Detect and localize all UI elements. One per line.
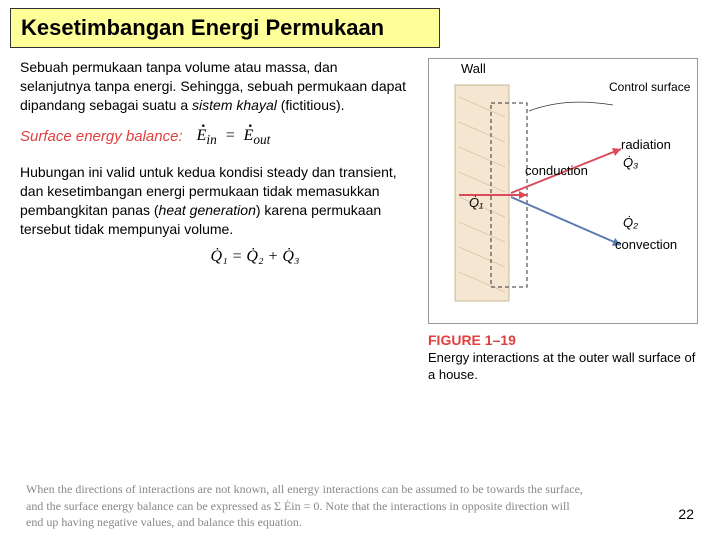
equation-label: Surface energy balance: [20,127,183,147]
equation-row: Surface energy balance: Ein = Eout [20,125,410,149]
figure-caption: FIGURE 1–19 Energy interactions at the o… [428,332,698,384]
figure-number: FIGURE 1–19 [428,332,698,348]
label-conduction: conduction [525,163,588,178]
page-title: Kesetimbangan Energi Permukaan [21,15,429,41]
para1-c: (fictitious). [277,97,345,113]
label-q3: Q̇₃ [623,155,638,170]
label-wall: Wall [461,61,486,76]
title-bar: Kesetimbangan Energi Permukaan [10,8,440,48]
e-out: E [244,127,254,144]
para1-b: sistem khayal [192,97,277,113]
footnote: When the directions of interactions are … [26,481,586,530]
para2-b: heat generation [159,202,256,218]
figure-text: Energy interactions at the outer wall su… [428,350,698,384]
equation-1: Ein = Eout [197,125,271,149]
sub-in: in [206,132,216,147]
label-radiation: radiation [621,137,671,152]
label-q2: Q̇₂ [623,215,638,230]
page-number: 22 [678,506,694,522]
equation-2: Q̇₁ = Q̇₂ + Q̇₃ [100,246,410,268]
content-area: Sebuah permukaan tanpa volume atau massa… [0,58,720,384]
label-q1: Q̇₁ [469,195,483,210]
label-control: Control surface [609,81,690,94]
label-convection: convection [615,237,677,252]
figure-box: Wall Control surface radiation conductio… [428,58,698,324]
e-in: E [197,127,207,144]
paragraph-1: Sebuah permukaan tanpa volume atau massa… [20,58,410,115]
sub-out: out [253,132,270,147]
right-column: Wall Control surface radiation conductio… [428,58,698,384]
left-column: Sebuah permukaan tanpa volume atau massa… [20,58,410,384]
paragraph-2: Hubungan ini valid untuk kedua kondisi s… [20,163,410,239]
figure-svg [435,67,693,315]
